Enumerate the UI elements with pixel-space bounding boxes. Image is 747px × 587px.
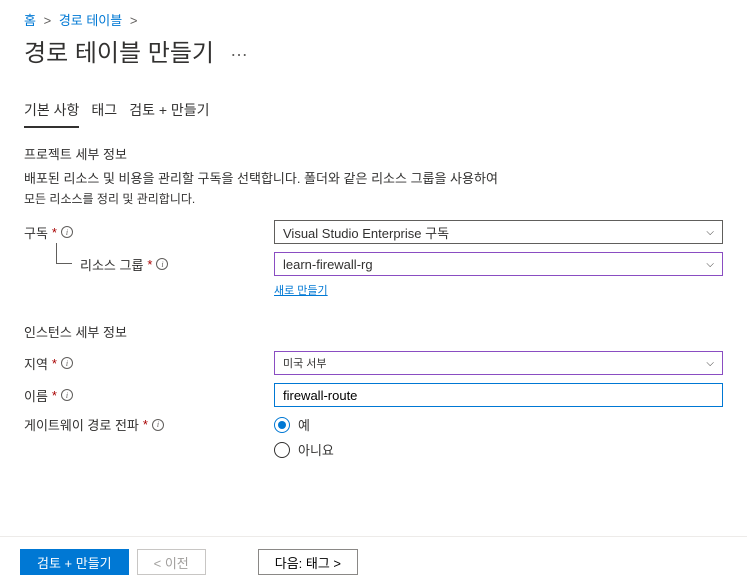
subscription-value: Visual Studio Enterprise 구독	[283, 223, 449, 242]
name-label-text: 이름	[24, 386, 48, 405]
required-indicator: *	[143, 417, 148, 432]
info-icon[interactable]: i	[61, 389, 73, 401]
page-header: 경로 테이블 만들기 …	[0, 33, 747, 76]
subscription-label: 구독 * i	[24, 223, 274, 242]
resource-group-select[interactable]: learn-firewall-rg ⌵	[274, 252, 723, 276]
breadcrumb-home[interactable]: 홈	[24, 13, 36, 28]
chevron-down-icon: ⌵	[706, 358, 714, 369]
next-button[interactable]: 다음: 태그 >	[258, 549, 358, 575]
gateway-label-text: 게이트웨이 경로 전파	[24, 415, 139, 434]
required-indicator: *	[52, 388, 57, 403]
info-icon[interactable]: i	[61, 226, 73, 238]
radio-no[interactable]: 아니요	[274, 440, 723, 459]
region-row: 지역 * i 미국 서부 ⌵	[0, 347, 747, 379]
region-label: 지역 * i	[24, 354, 274, 373]
breadcrumb-route-tables[interactable]: 경로 테이블	[59, 13, 122, 28]
project-details-desc-line1: 배포된 리소스 및 비용을 관리할 구독을 선택합니다. 폴더와 같은 리소스 …	[24, 171, 498, 186]
resource-group-label: 리소스 그룹 * i	[24, 255, 274, 274]
tab-basics[interactable]: 기본 사항	[24, 96, 79, 128]
tabs: 기본 사항 태그 검토 + 만들기	[0, 76, 747, 128]
region-label-text: 지역	[24, 354, 48, 373]
page-title: 경로 테이블 만들기	[24, 33, 214, 68]
gateway-radio-group: 예 아니요	[274, 415, 723, 459]
footer: 검토 + 만들기 < 이전 다음: 태그 >	[0, 536, 747, 587]
create-new-link[interactable]: 새로 만들기	[0, 280, 747, 298]
breadcrumb: 홈 > 경로 테이블 >	[0, 0, 747, 33]
chevron-down-icon: ⌵	[706, 227, 714, 238]
chevron-down-icon: ⌵	[706, 259, 714, 270]
region-select[interactable]: 미국 서부 ⌵	[274, 351, 723, 375]
radio-yes-label: 예	[298, 415, 310, 434]
resource-group-row: 리소스 그룹 * i learn-firewall-rg ⌵	[0, 248, 747, 280]
project-details-desc: 배포된 리소스 및 비용을 관리할 구독을 선택합니다. 폴더와 같은 리소스 …	[0, 169, 747, 216]
tab-review[interactable]: 검토 + 만들기	[129, 96, 209, 128]
info-icon[interactable]: i	[152, 419, 164, 431]
breadcrumb-separator: >	[44, 13, 52, 28]
subscription-label-text: 구독	[24, 223, 48, 242]
resource-group-label-text: 리소스 그룹	[80, 255, 143, 274]
resource-group-value: learn-firewall-rg	[283, 257, 373, 272]
breadcrumb-separator: >	[130, 13, 138, 28]
name-input[interactable]	[274, 383, 723, 407]
radio-icon-unchecked	[274, 442, 290, 458]
project-details-header: 프로젝트 세부 정보	[0, 128, 747, 169]
info-icon[interactable]: i	[156, 258, 168, 270]
review-create-button[interactable]: 검토 + 만들기	[20, 549, 129, 575]
more-icon[interactable]: …	[230, 40, 249, 61]
region-value: 미국 서부	[283, 355, 327, 371]
name-label: 이름 * i	[24, 386, 274, 405]
required-indicator: *	[147, 257, 152, 272]
instance-details-header: 인스턴스 세부 정보	[0, 298, 747, 347]
previous-button[interactable]: < 이전	[137, 549, 206, 575]
tab-tags[interactable]: 태그	[91, 96, 117, 128]
radio-no-label: 아니요	[298, 440, 334, 459]
info-icon[interactable]: i	[61, 357, 73, 369]
gateway-row: 게이트웨이 경로 전파 * i 예 아니요	[0, 411, 747, 463]
subscription-select[interactable]: Visual Studio Enterprise 구독 ⌵	[274, 220, 723, 244]
radio-icon-checked	[274, 417, 290, 433]
required-indicator: *	[52, 225, 57, 240]
project-details-desc-line2: 모든 리소스를 정리 및 관리합니다.	[24, 192, 195, 206]
required-indicator: *	[52, 356, 57, 371]
gateway-label: 게이트웨이 경로 전파 * i	[24, 415, 274, 434]
radio-yes[interactable]: 예	[274, 415, 723, 434]
subscription-row: 구독 * i Visual Studio Enterprise 구독 ⌵	[0, 216, 747, 248]
name-row: 이름 * i	[0, 379, 747, 411]
